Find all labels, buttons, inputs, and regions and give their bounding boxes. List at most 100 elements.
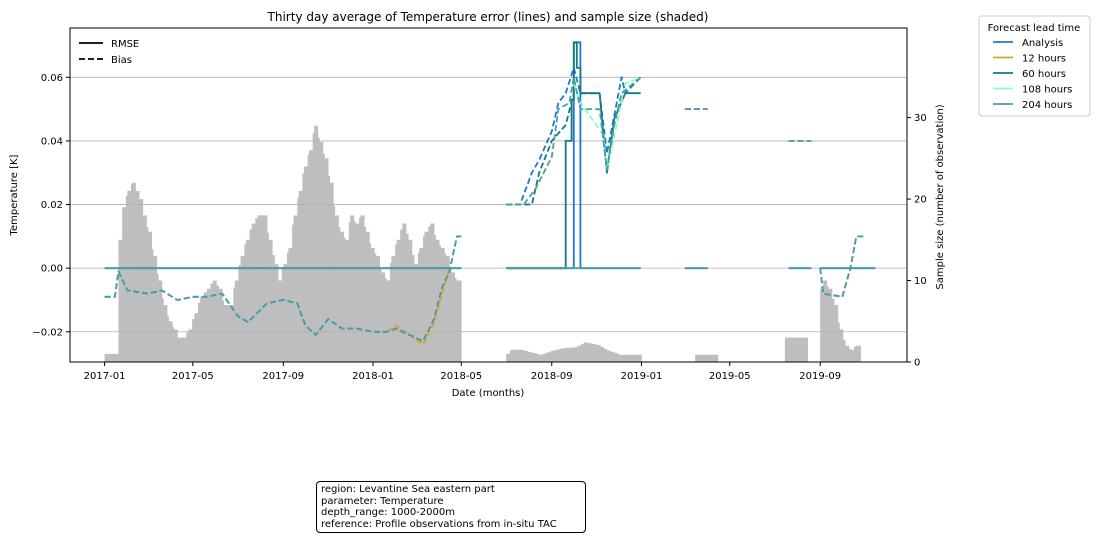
sample-size-bar — [324, 158, 329, 362]
sample-size-bar — [839, 329, 844, 362]
sample-size-bar — [454, 278, 457, 362]
sample-size-bar — [216, 285, 219, 362]
sample-size-bar — [799, 337, 804, 362]
info-reference: reference: Profile observations from in-… — [321, 518, 557, 530]
sample-size-bar — [156, 273, 159, 362]
sample-size-bar — [435, 239, 440, 362]
sample-size-bar — [333, 206, 336, 362]
sample-size-bar — [795, 337, 800, 362]
sample-size-bar — [251, 223, 256, 362]
series-line-analysis-rmse — [104, 41, 876, 270]
sample-size-bar — [283, 264, 288, 362]
x-tick-label: 2019-05 — [709, 371, 751, 382]
sample-size-bar — [218, 288, 223, 362]
y2-tick-label: 10 — [914, 276, 927, 287]
sample-size-bar — [837, 322, 840, 362]
sample-size-bar — [788, 337, 793, 362]
sample-size-bar — [449, 267, 452, 362]
sample-size-bar — [542, 353, 547, 362]
sample-size-bar — [428, 226, 431, 362]
y-tick-label: 0.02 — [41, 200, 63, 211]
series-line-60-hours-bias — [506, 92, 575, 206]
sample-size-bar — [355, 223, 360, 362]
sample-size-bar — [188, 329, 193, 362]
y-tick-label: 0.04 — [41, 136, 63, 147]
sample-size-bar — [523, 350, 528, 362]
style-legend-bias-label: Bias — [111, 55, 132, 66]
sample-size-bar — [695, 354, 700, 362]
sample-size-bar — [370, 248, 375, 362]
sample-size-bar — [249, 229, 252, 362]
sample-size-bar — [272, 255, 275, 362]
sample-size-bar — [203, 292, 208, 362]
sample-size-bar — [550, 351, 553, 362]
info-region: region: Levantine Sea eastern part — [321, 484, 495, 495]
info-parameter: parameter: Temperature — [321, 495, 444, 507]
legend-item-label: 204 hours — [1022, 100, 1072, 111]
sample-size-bar — [434, 235, 436, 362]
sample-size-bar — [596, 344, 601, 362]
sample-size-bar — [622, 354, 627, 362]
x-axis-label: Date (months) — [452, 388, 525, 399]
sample-size-bar — [845, 345, 850, 362]
sample-size-bar — [172, 327, 174, 362]
style-legend: RMSE Bias — [79, 39, 139, 66]
sample-size-bar — [517, 349, 521, 362]
sample-size-bar — [267, 232, 269, 362]
sample-size-bar — [229, 305, 234, 362]
legend-item-label: 108 hours — [1022, 85, 1072, 96]
sample-size-bar — [859, 345, 861, 362]
sample-size-bar — [514, 349, 519, 362]
sample-size-bar — [281, 268, 284, 362]
sample-size-bar — [287, 252, 289, 362]
sample-size-bar — [210, 283, 213, 362]
y-tick-label: 0.06 — [41, 73, 63, 84]
sample-size-bar — [565, 347, 570, 362]
sample-size-bar — [168, 321, 173, 362]
sample-size-bar — [636, 354, 641, 362]
sample-size-bar — [186, 332, 189, 362]
sample-size-bar — [379, 267, 382, 362]
sample-size-bar — [848, 348, 851, 362]
sample-size-bar — [414, 264, 419, 362]
sample-size-bar — [820, 288, 824, 362]
sample-size-bar — [713, 354, 718, 362]
sample-size-bar — [234, 280, 239, 362]
sample-size-bar — [430, 223, 435, 362]
sample-size-bar — [339, 231, 344, 362]
sample-size-bar — [268, 239, 273, 362]
sample-size-bar — [709, 354, 714, 362]
sample-size-bar — [536, 354, 540, 362]
series-lines — [104, 41, 876, 346]
series-line-108-hours-bias — [572, 76, 642, 171]
sample-size-bar — [546, 352, 551, 362]
sample-size-bar — [167, 316, 169, 362]
sample-size-bar — [417, 252, 420, 362]
sample-size-bar — [539, 354, 544, 362]
sample-size-bar — [111, 353, 116, 362]
sample-size-bar — [527, 351, 530, 362]
sample-size-bar — [334, 215, 339, 362]
sample-size-bar — [423, 236, 425, 362]
sample-size-bar — [617, 354, 619, 362]
sample-size-bars — [104, 125, 861, 362]
sample-size-bar — [843, 339, 846, 362]
sample-size-bar — [626, 354, 630, 362]
sample-size-bar — [348, 222, 351, 362]
sample-size-bar — [614, 353, 619, 362]
x-tick-label: 2018-09 — [531, 371, 573, 382]
legend-item-label: 60 hours — [1022, 69, 1066, 80]
sample-size-bar — [223, 305, 228, 362]
sample-size-bar — [569, 347, 574, 362]
sample-size-bar — [345, 239, 350, 362]
x-tick-label: 2019-01 — [621, 371, 663, 382]
y-axis-label: Temperature [K] — [9, 154, 20, 236]
sample-size-bar — [114, 353, 119, 362]
sample-size-bar — [288, 248, 293, 362]
sample-size-bar — [610, 351, 615, 362]
sample-size-bar — [104, 353, 109, 362]
sample-size-bar — [163, 305, 168, 362]
info-box: region: Levantine Sea eastern part param… — [316, 481, 586, 533]
sample-size-bar — [555, 349, 560, 362]
